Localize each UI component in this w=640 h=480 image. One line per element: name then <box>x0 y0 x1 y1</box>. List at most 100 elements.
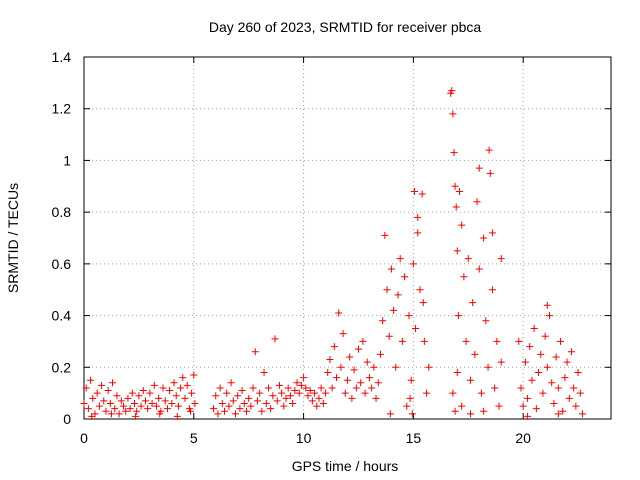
data-point <box>139 387 147 395</box>
data-point <box>256 389 264 397</box>
data-point <box>578 410 586 418</box>
data-point <box>363 358 371 366</box>
data-point <box>223 389 231 397</box>
data-point <box>526 343 534 351</box>
data-point <box>240 399 248 407</box>
data-point <box>315 394 323 402</box>
data-point <box>552 353 560 361</box>
data-point <box>368 384 376 392</box>
data-point <box>528 376 536 384</box>
data-point <box>451 407 459 415</box>
data-point <box>156 410 164 418</box>
data-point <box>385 332 393 340</box>
data-point <box>87 376 95 384</box>
data-point <box>311 389 319 397</box>
data-point <box>460 273 468 281</box>
data-point <box>183 381 191 389</box>
data-point <box>519 402 527 410</box>
data-point <box>416 286 424 294</box>
data-point <box>306 387 314 395</box>
data-point <box>179 374 187 382</box>
data-point <box>408 410 416 418</box>
y-tick-label: 0.6 <box>52 256 72 272</box>
data-point <box>258 407 266 415</box>
data-point <box>386 410 394 418</box>
data-point <box>418 190 426 198</box>
data-point <box>484 363 492 371</box>
data-point <box>372 394 380 402</box>
data-point <box>326 356 334 364</box>
data-point <box>137 402 145 410</box>
data-point <box>322 389 330 397</box>
data-point <box>304 392 312 400</box>
data-point <box>341 389 349 397</box>
data-point <box>122 407 130 415</box>
data-point <box>464 255 472 263</box>
data-point <box>267 405 275 413</box>
data-point <box>319 399 327 407</box>
data-point <box>282 394 290 402</box>
data-point <box>93 389 101 397</box>
data-point <box>144 405 152 413</box>
data-point <box>556 337 564 345</box>
data-point <box>381 231 389 239</box>
data-point <box>120 402 128 410</box>
data-point <box>242 407 250 415</box>
data-point <box>302 384 310 392</box>
data-point <box>218 399 226 407</box>
data-point <box>234 392 242 400</box>
data-point <box>425 363 433 371</box>
data-point <box>163 405 171 413</box>
data-point <box>115 410 123 418</box>
data-point <box>546 312 554 320</box>
data-point <box>102 407 110 415</box>
data-point <box>420 337 428 345</box>
data-point <box>337 363 345 371</box>
data-point <box>482 317 490 325</box>
data-point <box>480 234 488 242</box>
data-point <box>359 337 367 345</box>
data-point <box>146 389 154 397</box>
data-point <box>126 405 134 413</box>
data-point <box>324 368 332 376</box>
data-point <box>273 397 281 405</box>
data-point <box>570 384 578 392</box>
data-point <box>354 345 362 353</box>
data-point <box>249 384 257 392</box>
data-point <box>535 368 543 376</box>
data-point <box>458 221 466 229</box>
data-point <box>390 306 398 314</box>
data-point <box>409 260 417 268</box>
data-point <box>466 410 474 418</box>
data-point <box>365 374 373 382</box>
data-point <box>530 325 538 332</box>
data-point <box>423 389 431 397</box>
data-point <box>221 407 229 415</box>
data-point <box>567 348 575 356</box>
data-point <box>449 110 457 118</box>
data-point <box>84 405 92 413</box>
data-point <box>379 317 387 325</box>
data-point <box>554 384 562 392</box>
data-point <box>173 412 181 420</box>
data-point <box>451 182 459 190</box>
plot-frame <box>83 56 612 420</box>
data-point <box>117 397 125 405</box>
data-point <box>488 229 496 237</box>
data-point <box>152 402 160 410</box>
y-tick-label: 0.2 <box>52 359 72 375</box>
data-point <box>210 405 218 413</box>
data-point <box>475 265 483 273</box>
data-point <box>357 379 365 387</box>
y-axis-label: SRMTID / TECUs <box>5 183 21 293</box>
data-point <box>295 389 303 397</box>
data-point <box>572 402 580 410</box>
data-point <box>374 379 382 387</box>
data-point <box>155 394 163 402</box>
data-point <box>135 392 143 400</box>
data-point <box>497 358 505 366</box>
data-point <box>488 286 496 294</box>
data-point <box>453 247 461 255</box>
axis-ticks: 0 0.2 0.4 0.6 0.8 1 1.2 1.4 0 5 10 15 20 <box>52 49 611 446</box>
x-tick-label: 0 <box>80 430 88 446</box>
